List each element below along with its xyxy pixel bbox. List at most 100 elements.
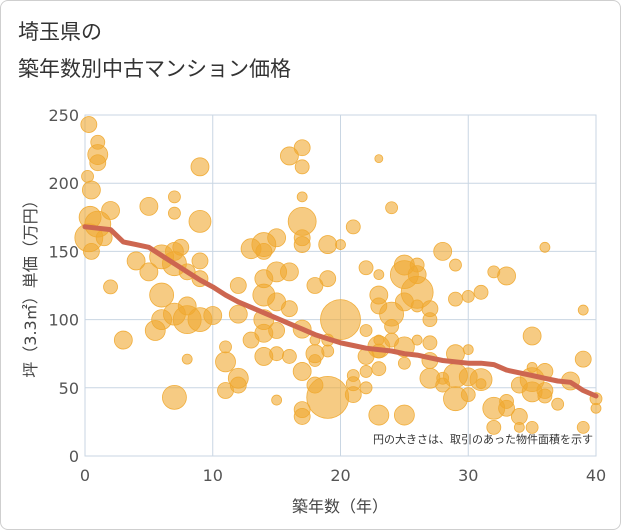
bubble-point [461, 290, 475, 303]
bubble-point [271, 394, 283, 406]
bubble-point [168, 190, 181, 204]
bubble-point [181, 353, 193, 365]
bubble-point [368, 404, 390, 426]
bubble-point [522, 326, 542, 346]
bubble-point [422, 312, 438, 328]
bubbles-layer [74, 116, 603, 435]
bubble-point [279, 146, 299, 166]
size-note: 円の大きさは、取引のあった物件面積を示す [373, 432, 593, 446]
bubble-point [422, 335, 438, 351]
bubble-point [294, 159, 310, 175]
bubble-point [101, 201, 120, 220]
bubble-point [281, 349, 297, 364]
bubble-point [525, 420, 539, 434]
bubble-point [359, 324, 373, 337]
bubble-point [384, 319, 400, 334]
bubble-point [90, 134, 106, 150]
bubble-point [308, 354, 322, 367]
bubble-point [574, 350, 592, 368]
x-tick-label: 0 [80, 466, 90, 485]
bubble-point [394, 292, 414, 312]
bubble-point [475, 378, 487, 390]
bubble-point [590, 402, 602, 414]
bubble-point [497, 266, 516, 286]
bubble-point [229, 376, 247, 394]
chart-title-line2: 築年数別中古マンション価格 [18, 57, 291, 81]
bubble-point [374, 154, 384, 164]
bubble-point [89, 154, 107, 172]
y-tick-label: 100 [48, 311, 79, 330]
bubble-point [296, 191, 308, 203]
bubble-point [126, 251, 146, 271]
bubble-point [397, 356, 411, 370]
bubble-point [513, 421, 525, 433]
bubble-point [229, 277, 247, 294]
y-tick-label: 150 [48, 242, 79, 261]
bubble-point [411, 334, 423, 346]
bubble-point [318, 235, 338, 254]
bubble-point [254, 269, 274, 289]
chart-title-line1: 埼玉県の [18, 20, 102, 44]
bubble-point [215, 351, 236, 373]
bubble-point [320, 299, 361, 341]
bubble-point [359, 365, 373, 378]
bubble-point [345, 219, 361, 235]
bubble-point [433, 241, 453, 261]
bubble-point [537, 388, 553, 404]
bubble-point [410, 299, 424, 313]
x-tick-label: 10 [203, 466, 223, 485]
bubble-point [539, 241, 551, 253]
x-tick-label: 40 [586, 466, 606, 485]
bubble-point [279, 262, 299, 282]
bubble-point [551, 397, 565, 411]
bubble-point [177, 296, 197, 316]
bubble-point [190, 157, 210, 177]
bubble-point [203, 306, 223, 325]
bubble-point [577, 304, 589, 316]
bubble-point [335, 239, 346, 250]
bubble-point [139, 196, 159, 216]
bubble-point [113, 330, 133, 350]
x-tick-label: 30 [458, 466, 478, 485]
bubble-point [82, 242, 100, 260]
bubble-point [373, 334, 385, 346]
bubble-point [448, 291, 463, 307]
bubble-point [267, 228, 287, 248]
bubble-point [346, 369, 360, 382]
bubble-point [373, 269, 385, 280]
y-tick-label: 250 [48, 106, 79, 125]
bubble-point [242, 331, 260, 349]
bubble-point [228, 304, 248, 324]
bubble-point [436, 371, 450, 385]
bubble-point [370, 297, 388, 315]
bubble-point [81, 169, 94, 183]
bubble-point [139, 262, 159, 282]
bubble-point [268, 322, 286, 339]
bubble-point [162, 384, 187, 410]
bubble-point [409, 257, 425, 273]
bubble-point [168, 206, 181, 220]
bubble-point [280, 300, 298, 318]
bubble-point [255, 242, 273, 260]
bubble-point [449, 258, 462, 272]
bubble-point [172, 238, 190, 256]
bubble-point [385, 201, 399, 215]
y-tick-label: 50 [59, 379, 79, 398]
y-tick-label: 200 [48, 174, 79, 193]
bubble-point [151, 309, 173, 331]
plot-border [84, 114, 597, 457]
x-axis-title: 築年数（年） [292, 497, 388, 516]
bubble-point [473, 284, 489, 300]
bubble-point [458, 367, 478, 387]
trend-layer [82, 224, 599, 399]
x-tick-label: 20 [330, 466, 350, 485]
bubble-point [358, 260, 374, 276]
bubble-point [359, 381, 373, 395]
bubble-point [319, 270, 337, 288]
bubble-point [149, 282, 175, 308]
y-axis-title: 坪（3.3㎡）単価（万円） [21, 192, 40, 377]
bubble-point [188, 209, 212, 233]
bubble-point [526, 361, 538, 373]
bubble-point [486, 419, 502, 435]
